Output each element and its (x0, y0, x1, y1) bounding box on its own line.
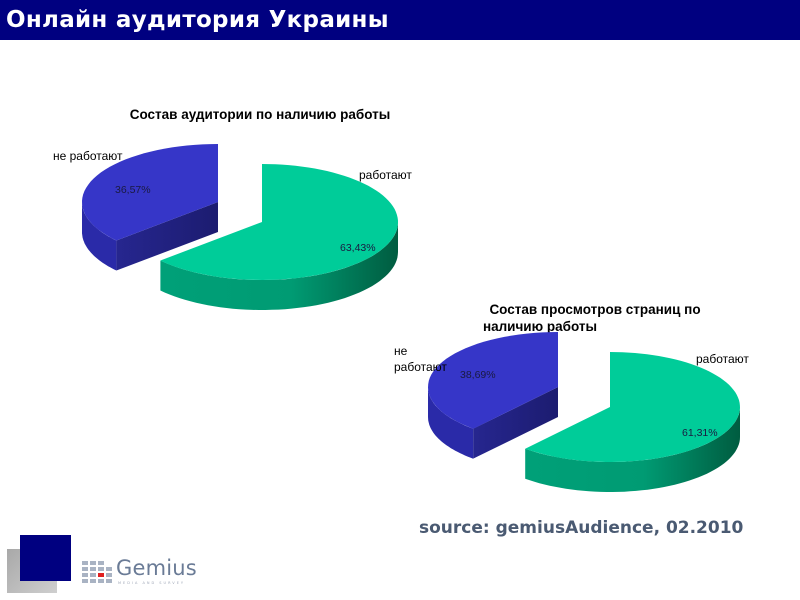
logo-grid-cell (82, 573, 88, 577)
logo-grid-cell (106, 573, 112, 577)
percent-not-working: 38,69% (460, 369, 496, 381)
chart-title: Состав аудитории по наличию работы (129, 107, 391, 122)
logo-grid-cell (90, 579, 96, 583)
gemius-logo-subtitle: MEDIA AND SURVEY (118, 581, 186, 585)
percent-working: 61,31% (682, 427, 718, 439)
logo-grid-cell (106, 567, 112, 571)
chart-title-line1: Состав просмотров страниц по (489, 302, 701, 317)
percent-not-working: 36,57% (115, 184, 151, 196)
logo-grid-cell (98, 567, 104, 571)
logo-grid-cell (90, 561, 96, 565)
logo-grid-cell (82, 579, 88, 583)
chart-title-line2: наличию работы (482, 319, 598, 334)
decor-square-navy (20, 535, 71, 581)
logo-grid-cell (98, 579, 104, 583)
title-bar: Онлайн аудитория Украины (0, 0, 800, 40)
label-working: работают (696, 352, 749, 366)
gemius-logo-icon (82, 559, 116, 583)
label-not-working: не работают (53, 149, 123, 163)
label-not-working-line1: не (394, 344, 408, 358)
logo-grid-cell (106, 579, 112, 583)
gemius-logo: Gemius MEDIA AND SURVEY (82, 556, 212, 587)
source-note: source: gemiusAudience, 02.2010 (419, 518, 744, 538)
logo-grid-cell (98, 561, 104, 565)
logo-grid-cell (82, 561, 88, 565)
logo-grid-cell (90, 573, 96, 577)
gemius-logo-text: Gemius (116, 556, 197, 580)
logo-grid-cell (98, 573, 104, 577)
label-working: работают (359, 168, 412, 182)
percent-working: 63,43% (340, 242, 376, 254)
logo-grid-cell (90, 567, 96, 571)
label-not-working-line2: работают (394, 360, 447, 374)
page-title: Онлайн аудитория Украины (6, 7, 389, 33)
logo-grid-cell (82, 567, 88, 571)
